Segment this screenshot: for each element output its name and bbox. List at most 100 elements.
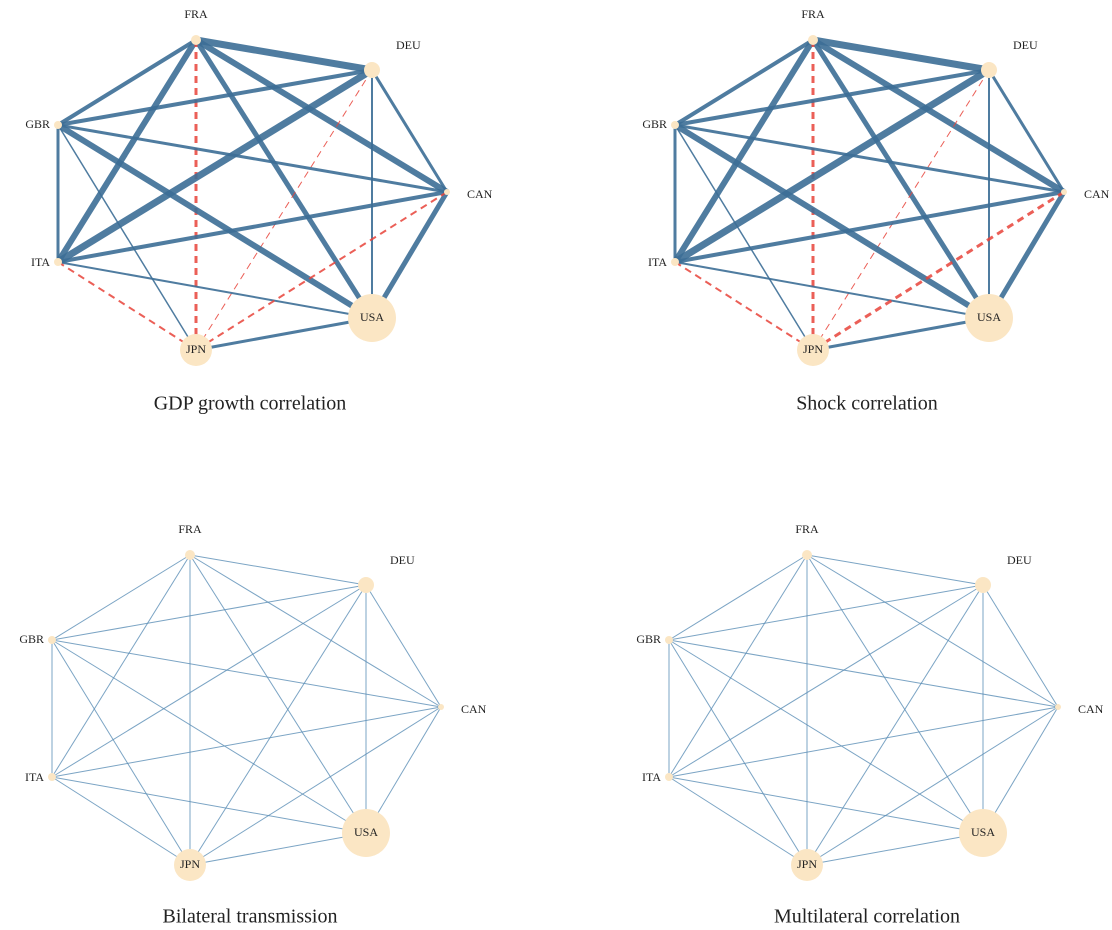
edge <box>674 124 814 351</box>
node <box>671 258 679 266</box>
edge <box>369 190 450 320</box>
node <box>802 550 812 560</box>
edge <box>672 38 816 264</box>
node <box>1061 189 1067 195</box>
network-panel: FRA DEU CAN USA JPN ITA GBR GDP growth correlat… <box>25 7 492 415</box>
edge <box>806 554 984 586</box>
edge <box>56 122 374 321</box>
node-label: JPN <box>180 857 200 871</box>
node <box>174 849 206 881</box>
network-panel: FRA DEU CAN USA JPN ITA GBR Multilateral correl… <box>636 522 1103 928</box>
network-panel: FRA DEU CAN USA JPN ITA GBR Bilateral transmiss… <box>19 522 486 928</box>
edge <box>194 37 449 195</box>
node <box>671 121 679 129</box>
node <box>959 809 1007 857</box>
negative-edge <box>812 190 1065 352</box>
edge <box>810 38 992 320</box>
edge <box>189 554 442 708</box>
node-label: USA <box>360 310 384 324</box>
edge <box>674 68 990 127</box>
node-label: JPN <box>797 857 817 871</box>
edge <box>365 584 442 708</box>
negative-edge <box>57 261 197 351</box>
edge <box>812 316 990 352</box>
edge <box>189 706 442 866</box>
node-label: JPN <box>186 342 206 356</box>
node <box>975 577 991 593</box>
node <box>358 577 374 593</box>
node <box>1055 704 1061 710</box>
edge <box>668 554 808 641</box>
node-label: GBR <box>25 117 50 131</box>
edge <box>668 584 984 641</box>
edge <box>56 38 198 127</box>
panel-title: Bilateral transmission <box>163 906 338 928</box>
edge <box>51 776 191 866</box>
edge <box>370 69 449 193</box>
edge <box>51 554 191 778</box>
node-label: USA <box>354 825 378 839</box>
edge <box>668 554 808 778</box>
node <box>364 62 380 78</box>
edge <box>57 190 448 264</box>
edge <box>986 190 1067 320</box>
node-label: GBR <box>642 117 667 131</box>
node <box>185 550 195 560</box>
edge <box>193 38 375 320</box>
edge <box>668 706 1059 778</box>
node-label: ITA <box>31 255 50 269</box>
node-label: FRA <box>801 7 825 21</box>
node-label: CAN <box>1078 702 1104 716</box>
node <box>665 636 673 644</box>
edge <box>51 706 442 778</box>
edge <box>668 776 808 866</box>
edge <box>674 190 1065 264</box>
edge <box>51 554 191 641</box>
node-label: GBR <box>19 632 44 646</box>
edge <box>806 584 984 866</box>
edge <box>668 639 1059 708</box>
node-label: DEU <box>390 553 415 567</box>
edge <box>51 584 367 778</box>
edge <box>668 639 808 866</box>
node-label: ITA <box>642 770 661 784</box>
panel-title: GDP growth correlation <box>154 393 347 415</box>
edge <box>56 67 374 265</box>
edge <box>806 554 984 834</box>
node-label: ITA <box>25 770 44 784</box>
node-label: CAN <box>461 702 487 716</box>
edge <box>806 706 1059 866</box>
edge <box>57 68 373 127</box>
node <box>965 294 1013 342</box>
panel-title: Shock correlation <box>796 393 938 415</box>
edge <box>812 36 990 74</box>
edge <box>189 832 367 866</box>
node <box>191 35 201 45</box>
node-label: FRA <box>795 522 819 536</box>
node <box>444 189 450 195</box>
node <box>438 704 444 710</box>
edge <box>57 261 373 319</box>
node <box>48 636 56 644</box>
node <box>981 62 997 78</box>
edge <box>189 554 367 586</box>
edge <box>673 38 815 127</box>
edge <box>982 584 1059 708</box>
node <box>180 334 212 366</box>
node-label: DEU <box>1007 553 1032 567</box>
edge <box>668 639 984 834</box>
node <box>791 849 823 881</box>
node <box>348 294 396 342</box>
edge <box>674 123 1065 194</box>
edge <box>195 36 373 74</box>
edge <box>51 584 367 641</box>
node-label: DEU <box>396 38 421 52</box>
edge <box>51 639 367 834</box>
node-label: ITA <box>648 255 667 269</box>
edge <box>189 554 367 834</box>
edge <box>668 776 984 834</box>
node-label: CAN <box>467 187 493 201</box>
node <box>808 35 818 45</box>
edge <box>51 776 367 834</box>
